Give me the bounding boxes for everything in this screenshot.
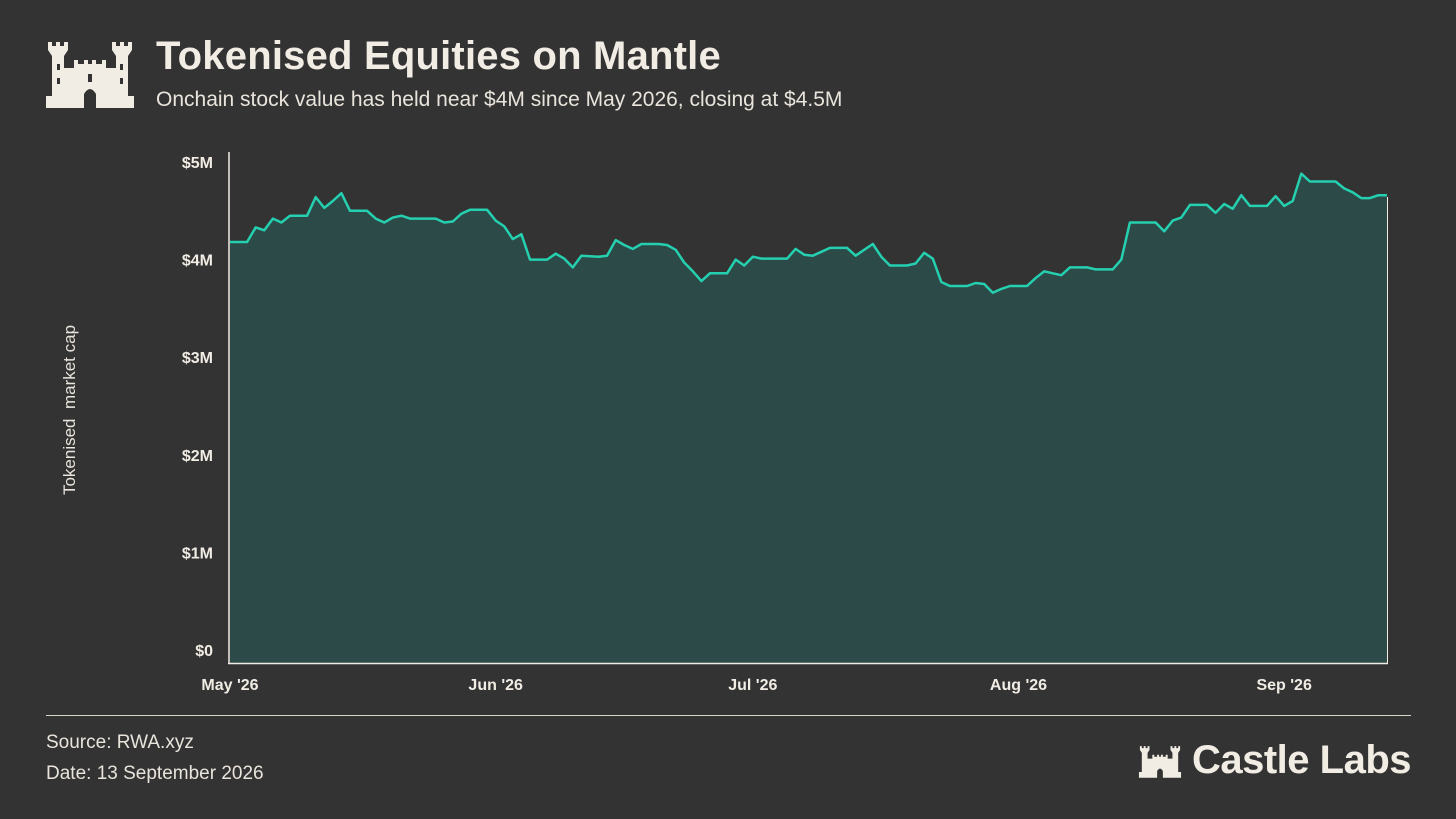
page-title: Tokenised Equities on Mantle — [156, 34, 721, 78]
y-tick-label: $1M — [182, 545, 213, 562]
x-tick-labels: May '26 Jun '26 Jul '26 Aug '26 Sep '26 — [201, 677, 1312, 694]
x-tick-label: May '26 — [201, 677, 258, 694]
area-fill — [230, 173, 1387, 663]
series-line — [230, 172, 1387, 295]
page-subtitle: Onchain stock value has held near $4M si… — [156, 88, 843, 111]
source-label: Source: RWA.xyz — [46, 732, 194, 753]
y-tick-labels: $0 $1M $2M $3M $4M $5M — [182, 155, 213, 660]
x-tick-label: Jun '26 — [468, 677, 523, 694]
castle-icon — [46, 42, 134, 108]
y-tick-label: $4M — [182, 253, 213, 270]
date-label: Date: 13 September 2026 — [46, 763, 264, 784]
footer-divider — [46, 715, 1411, 716]
y-tick-label: $3M — [182, 350, 213, 367]
x-tick-label: Sep '26 — [1256, 677, 1311, 694]
y-tick-label: $5M — [182, 155, 213, 172]
x-tick-label: Aug '26 — [990, 677, 1047, 694]
brand-name: Castle Labs — [1191, 738, 1412, 782]
brand-logo: Castle Labs — [1138, 738, 1412, 783]
castle-icon — [1138, 745, 1182, 778]
y-tick-label: $0 — [195, 643, 213, 660]
x-tick-label: Jul '26 — [728, 677, 777, 694]
y-tick-label: $2M — [182, 448, 213, 465]
